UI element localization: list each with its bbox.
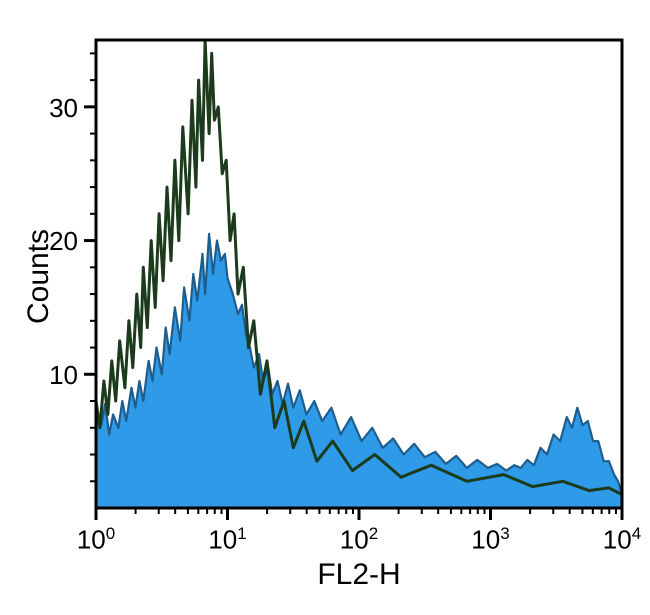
tick-label: 20 [49, 226, 78, 257]
tick-label: 103 [471, 524, 509, 556]
tick-label: 30 [49, 93, 78, 124]
tick-label: 100 [77, 524, 115, 556]
chart-container: Counts FL2-H 100101102103104102030 [0, 0, 650, 615]
flow-histogram-plot [0, 0, 650, 615]
tick-label: 102 [340, 524, 378, 556]
tick-label: 101 [208, 524, 246, 556]
tick-label: 104 [603, 524, 641, 556]
x-axis-label: FL2-H [317, 558, 400, 592]
tick-label: 10 [49, 360, 78, 391]
